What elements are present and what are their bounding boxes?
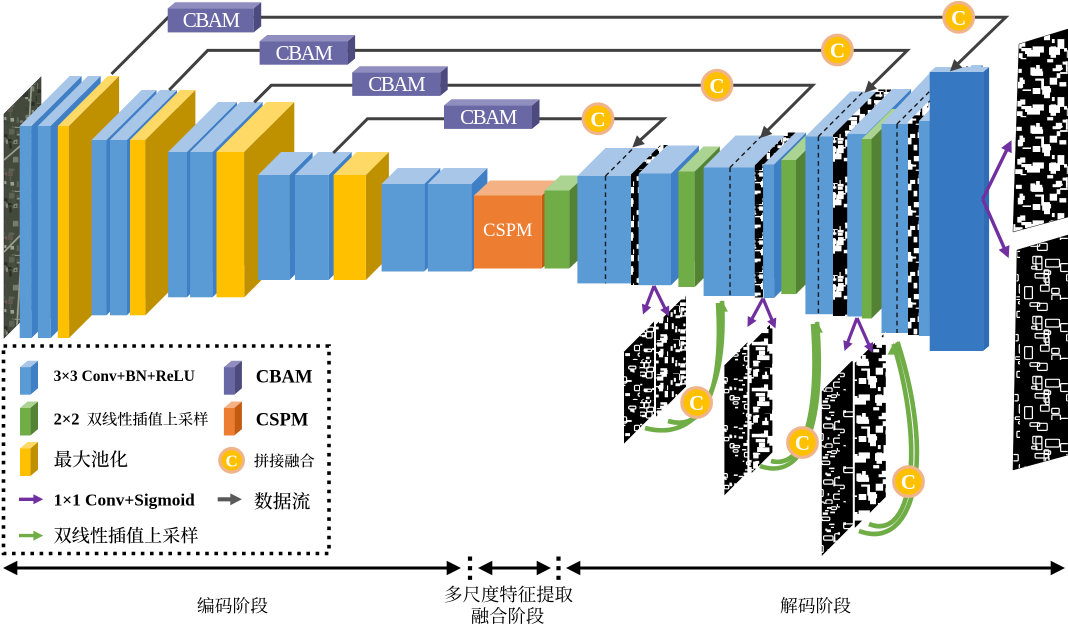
svg-text:CBAM: CBAM (368, 72, 426, 96)
svg-text:C: C (225, 451, 237, 470)
svg-text:3×3 Conv+BN+ReLU: 3×3 Conv+BN+ReLU (54, 368, 195, 385)
svg-text:C: C (951, 6, 966, 30)
svg-text:C: C (709, 74, 724, 98)
svg-text:C: C (901, 470, 916, 494)
svg-text:CBAM: CBAM (276, 41, 334, 65)
svg-text:CBAM: CBAM (460, 105, 518, 129)
svg-text:C: C (689, 391, 704, 415)
svg-text:CBAM: CBAM (256, 366, 313, 387)
svg-text:CSPM: CSPM (256, 410, 309, 431)
svg-text:2×2: 2×2 (54, 410, 80, 429)
svg-text:1×1 Conv+Sigmoid: 1×1 Conv+Sigmoid (54, 491, 196, 510)
svg-text:CSPM: CSPM (483, 221, 532, 241)
svg-text:C: C (795, 431, 810, 455)
svg-text:C: C (590, 107, 605, 131)
svg-text:CBAM: CBAM (183, 8, 241, 32)
svg-text:C: C (830, 39, 845, 63)
